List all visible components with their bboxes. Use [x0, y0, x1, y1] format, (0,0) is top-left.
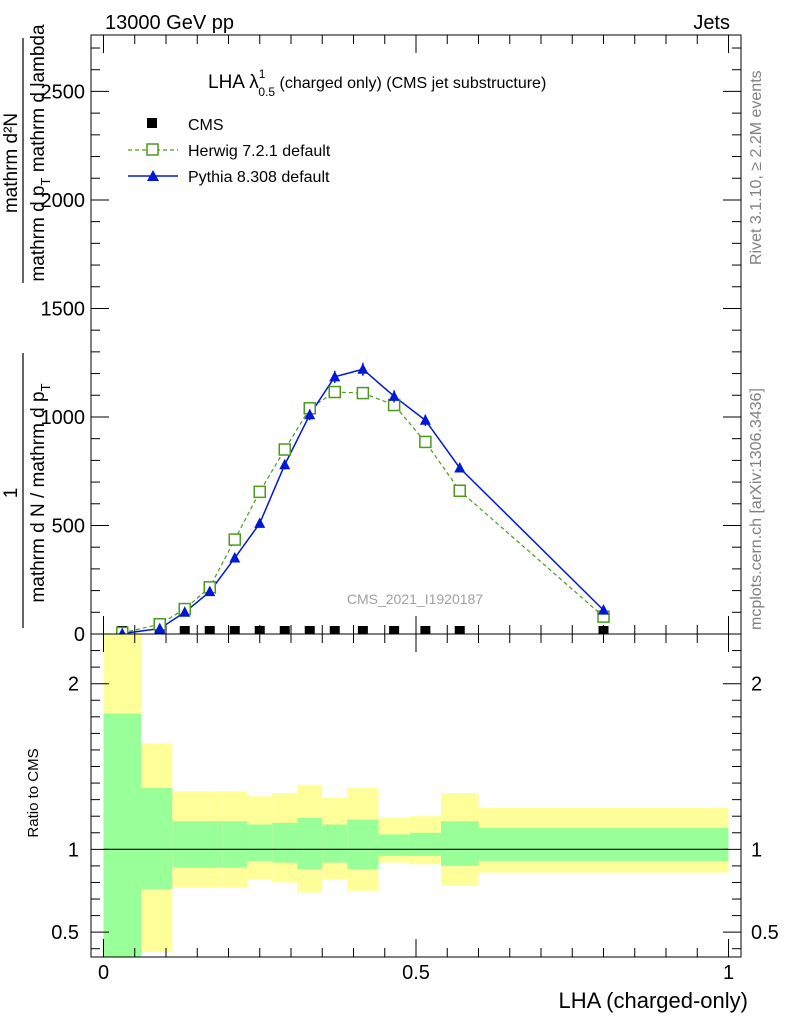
pythia-point [254, 517, 266, 528]
pythia-point [279, 458, 291, 470]
ratio-band-inner [222, 821, 248, 868]
cms-point [204, 626, 215, 634]
ratio-band-inner [409, 832, 441, 856]
legend-herwig-marker [146, 143, 159, 156]
ratio-plot-frame [90, 633, 742, 958]
herwig-point [328, 385, 341, 399]
main-ytick-label: 0 [74, 624, 85, 646]
herwig-point [228, 533, 241, 546]
main-axis-ticks: 0 500 1000 1500 2000 2500 [41, 35, 741, 646]
ratio-ytick-label: 1 [68, 839, 79, 861]
main-y-axis-label: 1 mathrm d²N mathrm d pT mathrm d lambda… [1, 24, 53, 628]
herwig-point [419, 435, 432, 449]
ratio-band-inner [272, 822, 298, 863]
herwig-point [453, 484, 466, 498]
ratio-band-inner [478, 827, 729, 861]
legend-pythia-label: Pythia 8.308 default [188, 169, 330, 186]
main-ytick-label: 1000 [41, 407, 86, 429]
ylabel-denominator-main: mathrm d p [28, 185, 49, 281]
ratio-band-inner [172, 821, 223, 868]
cms-point [420, 626, 431, 634]
ratio-band-inner [103, 713, 141, 957]
pythia-point [357, 363, 369, 374]
cms-point [357, 626, 368, 634]
legend-herwig-label: Herwig 7.2.1 default [188, 143, 331, 160]
ylabel-bottom: mathrm d N / mathrm d pT [28, 383, 53, 602]
plot-title-rest: (charged only) (CMS jet substructure) [275, 75, 546, 92]
pythia-point [304, 408, 316, 420]
header-energy-label: 13000 GeV pp [105, 12, 234, 34]
cms-point [389, 626, 400, 634]
ratio-band-inner [441, 821, 479, 866]
rivet-version-label: Rivet 3.1.10, ≥ 2.2M events [748, 70, 765, 265]
main-series-layer [116, 362, 610, 640]
cms-point [279, 626, 290, 634]
ylabel-numerator: mathrm d²N [1, 113, 22, 213]
legend-cms-label: CMS [188, 117, 224, 134]
ratio-ytick-label-right: 2 [751, 674, 762, 696]
plot-title-main: LHA λ [208, 72, 259, 93]
ylabel-denominator-rest: mathrm d lambda [28, 24, 49, 178]
ratio-xtick-label: 0 [98, 962, 109, 984]
pythia-point [419, 414, 431, 425]
pythia-point [329, 370, 341, 382]
ratio-axis-ticks: 0.5 0.5 1 1 2 2 0 0.5 1 [51, 634, 779, 984]
legend-cms-marker [147, 118, 157, 128]
ratio-band-inner [247, 824, 273, 861]
ratio-band-inner [297, 817, 323, 870]
cms-point [304, 626, 315, 634]
ratio-plot-panel: 0.5 0.5 1 1 2 2 0 0.5 1 [51, 633, 779, 984]
ratio-band-inner [322, 824, 348, 863]
ratio-band-inner [141, 788, 173, 890]
ratio-ytick-label: 0.5 [51, 922, 79, 944]
plot-title: LHA λ1 0.5 (charged only) (CMS jet substr… [208, 67, 546, 99]
main-ytick-label: 1500 [41, 298, 86, 320]
pythia-point [204, 585, 216, 597]
cms-point [179, 626, 190, 634]
main-ytick-label: 500 [52, 515, 85, 537]
pythia-point [388, 390, 400, 401]
ratio-ytick-label-right: 0.5 [751, 922, 779, 944]
ratio-ytick-label: 2 [68, 674, 79, 696]
plot-title-sup: 1 [259, 67, 266, 81]
ylabel-bottom-sub: T [38, 383, 53, 391]
ratio-ytick-label-right: 1 [751, 839, 762, 861]
ylabel-bottom-main: mathrm d N / mathrm d p [28, 391, 49, 602]
pythia-point [154, 622, 166, 634]
cms-point [329, 626, 340, 634]
ratio-band-inner [347, 819, 379, 870]
pythia-point [229, 552, 241, 563]
herwig-point [278, 443, 291, 456]
cms-point [598, 626, 609, 634]
pythia-point [179, 606, 191, 617]
herwig-point [253, 485, 266, 499]
main-ytick-label: 2500 [41, 81, 86, 103]
plot-title-sub: 0.5 [258, 85, 275, 99]
main-ytick-label: 2000 [41, 190, 86, 212]
cms-point [454, 626, 465, 634]
ratio-xtick-label: 1 [723, 962, 734, 984]
pythia-point [598, 604, 609, 615]
ratio-xtick-label: 0.5 [402, 962, 430, 984]
x-axis-label: LHA (charged-only) [558, 988, 748, 1013]
mcplots-label: mcplots.cern.ch [arXiv:1306.3436] [748, 388, 765, 630]
analysis-watermark: CMS_2021_I1920187 [347, 591, 483, 607]
ylabel-one-top: 1 [1, 488, 22, 499]
pythia-point [454, 461, 466, 473]
cms-point [229, 626, 240, 634]
ratio-y-axis-label: Ratio to CMS [25, 748, 42, 837]
ylabel-denominator: mathrm d pT mathrm d lambda [28, 24, 53, 282]
legend-pythia-marker [147, 170, 159, 181]
header-jets-label: Jets [693, 12, 730, 34]
herwig-point [356, 386, 370, 400]
ylabel-denominator-sub: T [38, 177, 53, 185]
ratio-band-inner [378, 834, 410, 856]
main-plot-panel: CMS_2021_I1920187 0 500 1000 1500 2000 2500 [41, 34, 742, 646]
legend: CMS Herwig 7.2.1 default Pythia 8.308 de… [128, 117, 331, 186]
ratio-bands-layer [103, 634, 729, 957]
cms-point [254, 626, 265, 634]
